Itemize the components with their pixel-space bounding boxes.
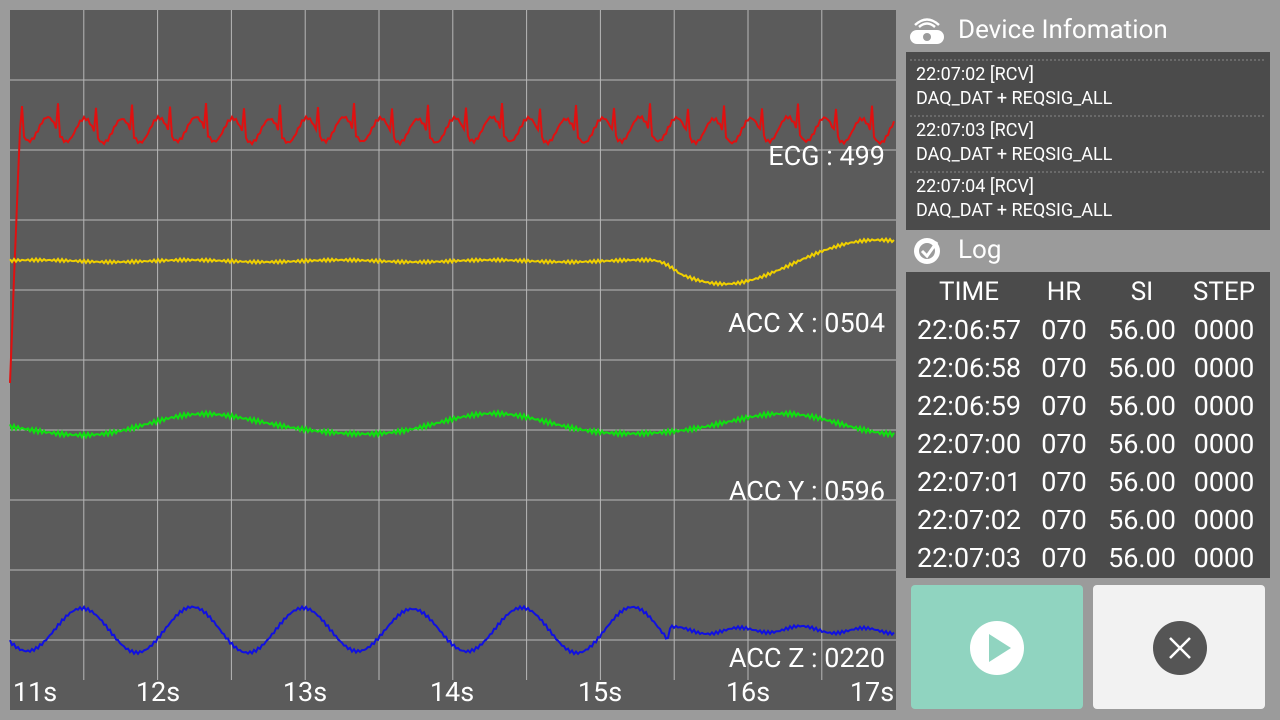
table-cell: 56.00 xyxy=(1108,352,1176,384)
table-cell: 22:06:58 xyxy=(917,352,1021,384)
message-text: DAQ_DAT + REQSIG_ALL xyxy=(916,144,1113,165)
table-cell: 070 xyxy=(1041,504,1087,536)
waveform xyxy=(9,103,895,383)
table-cell: 070 xyxy=(1041,390,1087,422)
table-cell: 070 xyxy=(1041,466,1087,498)
time-label: 17s xyxy=(850,676,894,708)
table-cell: 070 xyxy=(1041,542,1087,574)
time-label: 15s xyxy=(578,676,622,708)
table-cell: 0000 xyxy=(1194,466,1255,498)
table-cell: 22:06:57 xyxy=(917,314,1021,346)
table-cell: 56.00 xyxy=(1108,504,1176,536)
waveform xyxy=(9,236,895,287)
table-cell: 22:07:02 xyxy=(917,504,1021,536)
section-title: Device Infomation xyxy=(958,15,1168,45)
channel-label: ACC Z : 0220 xyxy=(729,642,885,674)
table-cell: 56.00 xyxy=(1108,428,1176,460)
message-time: 22:07:03 [RCV] xyxy=(916,120,1034,141)
device-icon xyxy=(910,18,944,44)
table-cell: 070 xyxy=(1041,428,1087,460)
message-list: 22:07:02 [RCV] DAQ_DAT + REQSIG_ALL 22:07:… xyxy=(910,59,1266,221)
table-cell: 070 xyxy=(1041,352,1087,384)
table-cell: 22:07:03 xyxy=(917,542,1021,574)
column-header: STEP xyxy=(1193,277,1255,307)
message-time: 22:07:04 [RCV] xyxy=(916,176,1034,197)
time-label: 13s xyxy=(283,676,327,708)
table-cell: 22:07:01 xyxy=(917,466,1021,498)
table-cell: 56.00 xyxy=(1108,542,1176,574)
time-axis: 11s 12s 13s 14s 15s 16s 17s xyxy=(13,676,894,708)
column-header: HR xyxy=(1047,277,1082,307)
table-cell: 0000 xyxy=(1194,428,1255,460)
waveforms xyxy=(9,103,895,656)
time-label: 11s xyxy=(13,676,57,708)
channel-label: ECG : 499 xyxy=(768,140,885,172)
time-label: 14s xyxy=(430,676,474,708)
table-cell: 56.00 xyxy=(1108,390,1176,422)
log-table-content: TIME HR SI STEP 22:06:57 070 56.00 0000 22:06:58… xyxy=(917,277,1255,574)
play-button[interactable] xyxy=(911,585,1083,709)
message-time: 22:07:02 [RCV] xyxy=(916,64,1034,85)
close-button[interactable] xyxy=(1093,585,1265,709)
table-cell: 0000 xyxy=(1194,352,1255,384)
time-label: 12s xyxy=(136,676,180,708)
table-cell: 0000 xyxy=(1194,504,1255,536)
channel-label: ACC X : 0504 xyxy=(728,307,885,339)
table-cell: 070 xyxy=(1041,314,1087,346)
message-box xyxy=(906,52,1270,230)
grid xyxy=(10,10,896,680)
column-header: SI xyxy=(1131,277,1154,307)
table-cell: 22:06:59 xyxy=(917,390,1021,422)
message-text: DAQ_DAT + REQSIG_ALL xyxy=(916,200,1113,221)
section-title: Log xyxy=(958,235,1001,265)
table-cell: 22:07:00 xyxy=(917,428,1021,460)
time-label: 16s xyxy=(726,676,770,708)
table-cell: 0000 xyxy=(1194,314,1255,346)
waveform xyxy=(9,604,895,656)
message-text: DAQ_DAT + REQSIG_ALL xyxy=(916,88,1113,109)
log-icon xyxy=(914,238,940,264)
column-header: TIME xyxy=(939,277,999,307)
table-cell: 56.00 xyxy=(1108,314,1176,346)
log-table xyxy=(906,272,1270,578)
channel-label: ACC Y : 0596 xyxy=(729,475,885,507)
waveform xyxy=(9,408,895,440)
table-cell: 0000 xyxy=(1194,542,1255,574)
table-cell: 0000 xyxy=(1194,390,1255,422)
table-cell: 56.00 xyxy=(1108,466,1176,498)
